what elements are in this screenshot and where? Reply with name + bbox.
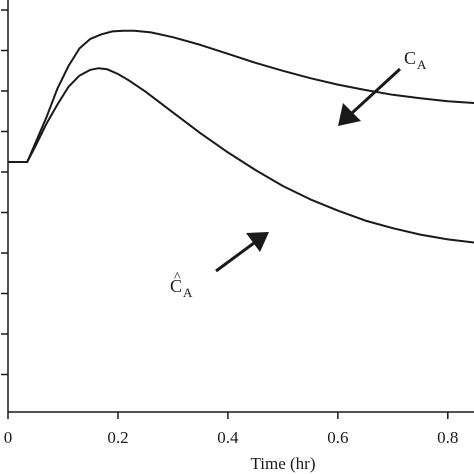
annotation-ca-label: CA: [404, 48, 427, 72]
x-tick-label: 0.4: [217, 428, 239, 447]
annotation-ca-sub: A: [417, 57, 427, 72]
annotation-ca-arrowhead: [338, 103, 361, 126]
annotation-ca-arrow-shaft: [350, 67, 402, 115]
annotation-ca-hat-sub: A: [183, 285, 193, 300]
annotation-ca-main: C: [404, 48, 416, 68]
series-ca-hat-line: [8, 67, 474, 244]
x-axis-title: Time (hr): [250, 454, 315, 473]
x-tick-label: 0.8: [437, 428, 458, 447]
series-layer: [8, 29, 474, 244]
x-ticks: 0 0.2 0.4 0.6 0.8: [4, 412, 458, 447]
x-tick-label: 0.2: [107, 428, 128, 447]
annotation-ca-hat-arrow-shaft: [215, 241, 255, 273]
annotation-ca: CA: [338, 48, 427, 126]
x-tick-label: 0.6: [327, 428, 348, 447]
y-ticks: [1, 9, 8, 376]
x-tick-label: 0: [4, 428, 13, 447]
annotation-ca-hat-label: CA: [170, 276, 193, 300]
series-ca-line: [8, 29, 474, 163]
annotation-ca-hat: ^ CA: [170, 232, 269, 300]
annotation-ca-hat-accent: ^: [174, 270, 181, 285]
annotation-ca-hat-main: C: [170, 276, 182, 296]
annotation-ca-hat-arrowhead: [246, 232, 269, 252]
